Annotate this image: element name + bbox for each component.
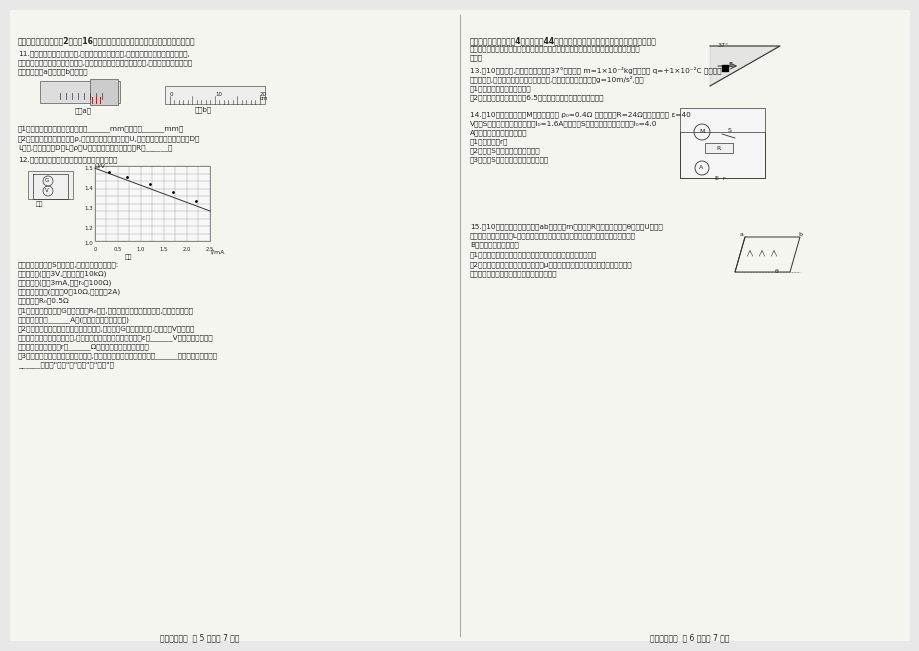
Text: S: S [727, 128, 732, 133]
Text: （1）该电场的电场强度大小；: （1）该电场的电场强度大小； [470, 85, 531, 92]
Text: 效数字），电源的内阻r＝______Ω（结果保留两位有效数字）: 效数字），电源的内阻r＝______Ω（结果保留两位有效数字） [18, 343, 150, 350]
Text: 使杆停止在导轨上，求电源的电动势的范围？: 使杆停止在导轨上，求电源的电动势的范围？ [470, 270, 557, 277]
Text: 1.0: 1.0 [137, 247, 145, 252]
Bar [28, 171, 73, 199]
Text: 1.5: 1.5 [160, 247, 168, 252]
Text: 0: 0 [93, 247, 96, 252]
Text: （3）开关S闭合时电动机输出的功率。: （3）开关S闭合时电动机输出的功率。 [470, 156, 549, 163]
Text: V: V [45, 188, 49, 193]
Text: 图甲: 图甲 [36, 201, 43, 206]
Text: cm: cm [260, 96, 268, 101]
Bar [90, 79, 118, 105]
Text: （2）若此段圆柱体的电阻为ρ,圆柱体两端之间的电压为U,圆柱体的直径和长度分别用D、: （2）若此段圆柱体的电阻为ρ,圆柱体两端之间的电压为U,圆柱体的直径和长度分别用… [18, 135, 200, 142]
Text: 二、实验题（本题每空2分，共16分，按要求在题中的横线上或接近目要求作答）。: 二、实验题（本题每空2分，共16分，按要求在题中的横线上或接近目要求作答）。 [18, 36, 196, 45]
Text: 高二物理试题  第 6 页（共 7 页）: 高二物理试题 第 6 页（共 7 页） [650, 633, 729, 642]
Text: （1）若导轨充电，电源电动势多大时能使导体杆静止在导轨上？: （1）若导轨充电，电源电动势多大时能使导体杆静止在导轨上？ [470, 251, 596, 258]
Text: A: A [698, 165, 702, 170]
Text: （2）开关S断开时电路输出功率；: （2）开关S断开时电路输出功率； [470, 147, 540, 154]
Text: 表对应的量程是______A。(结果保留一位有效数字): 表对应的量程是______A。(结果保留一位有效数字) [18, 316, 130, 323]
Text: 电流表：用(量程3mA,内阻r₀＝100Ω): 电流表：用(量程3mA,内阻r₀＝100Ω) [18, 279, 112, 286]
Text: A。（不计电流表内阻）求：: A。（不计电流表内阻）求： [470, 129, 527, 135]
Text: 2.0: 2.0 [183, 247, 191, 252]
Text: 用螺旋测微器测量该圆柱体的直径,用游标卡尺测量该圆柱体的长度,螺旋测微器和游标卡尺: 用螺旋测微器测量该圆柱体的直径,用游标卡尺测量该圆柱体的长度,螺旋测微器和游标卡… [18, 59, 193, 66]
Bar [704, 143, 732, 153]
Text: 滑动变阻器：用(阻值约0～10Ω,额定电流2A): 滑动变阻器：用(阻值约0～10Ω,额定电流2A) [18, 288, 121, 295]
Text: 1.4: 1.4 [85, 186, 93, 191]
Text: 位。）: 位。） [470, 54, 482, 61]
Text: 实验室除提供开关S和导线外,有以下器材可供选择:: 实验室除提供开关S和导线外,有以下器材可供选择: [18, 261, 119, 268]
Text: （2）若电场强度变为原来的6.5倍时，小物块运动的加速度大小。: （2）若电场强度变为原来的6.5倍时，小物块运动的加速度大小。 [470, 94, 604, 101]
Text: （2）若杆与导轨之间的动摩擦因数为μ，且不通电时导体不能静止在导轨上，则需: （2）若杆与导轨之间的动摩擦因数为μ，且不通电时导体不能静止在导轨上，则需 [470, 261, 632, 268]
Text: （2）该同学利用上述实验连接图测量数据,以电流表G读数为横坐标,以电压表V读数为纵: （2）该同学利用上述实验连接图测量数据,以电流表G读数为横坐标,以电压表V读数为… [18, 325, 195, 331]
Text: E: E [727, 62, 732, 68]
Text: 15.（10分）如图所示，导体杆ab的质量为m，电阻为R，放置与水平成θ角的倒U形的金: 15.（10分）如图所示，导体杆ab的质量为m，电阻为R，放置与水平成θ角的倒U… [470, 223, 662, 230]
Text: 2.5: 2.5 [206, 247, 214, 252]
Text: 1.2: 1.2 [85, 226, 93, 231]
Text: b: b [797, 232, 801, 237]
Bar [679, 108, 765, 178]
Text: 属导轨上。导轨间距为L，电阻不计，系统处于竖直向上的均强磁场中，磁感应强度为: 属导轨上。导轨间距为L，电阻不计，系统处于竖直向上的均强磁场中，磁感应强度为 [470, 232, 635, 239]
Text: a: a [739, 232, 743, 237]
Text: 图（b）: 图（b） [195, 106, 212, 113]
Text: 置于斜面上,当加上水平向右的均强电场时,该物体静静止在斜面上g=10m/s²,求：: 置于斜面上,当加上水平向右的均强电场时,该物体静静止在斜面上g=10m/s²,求… [470, 75, 644, 83]
Text: 0: 0 [170, 92, 174, 97]
Text: E  r: E r [714, 176, 725, 181]
Polygon shape [709, 46, 779, 86]
Text: 10: 10 [215, 92, 221, 97]
Text: I/mA: I/mA [210, 250, 224, 255]
Text: θ: θ [774, 269, 778, 274]
Text: 图（a）: 图（a） [75, 107, 92, 114]
Text: 37°: 37° [717, 43, 729, 48]
Text: （1）该同学将电流表G与定值电阻R₀串联,实验上是进行了电表的改装,则改装后的电流: （1）该同学将电流表G与定值电阻R₀串联,实验上是进行了电表的改装,则改装后的电… [18, 307, 194, 314]
Bar [95, 166, 210, 241]
Bar [165, 86, 265, 104]
Text: B，电池内阻不计，求：: B，电池内阻不计，求： [470, 241, 518, 247]
Text: M: M [698, 129, 704, 134]
Text: 电压表：用(量程3V,内阻大约为10kΩ): 电压表：用(量程3V,内阻大约为10kΩ) [18, 270, 108, 277]
Text: 定值电阻：R₀＝0.5Ω: 定值电阻：R₀＝0.5Ω [18, 297, 70, 303]
Text: （3）由于电压表内阻对电路造成影响,本实验电路测量得到的电动势将______真实的电动势，内阻: （3）由于电压表内阻对电路造成影响,本实验电路测量得到的电动势将______真实… [18, 352, 218, 359]
Text: ______（选填"偏大"，"不变"或"偏小"）: ______（选填"偏大"，"不变"或"偏小"） [18, 361, 114, 368]
Text: V。当S断开时，电流表的示数为I₀=1.6A，当开关S闭合时，电流表的示数为I₀=4.0: V。当S断开时，电流表的示数为I₀=1.6A，当开关S闭合时，电流表的示数为I₀… [470, 120, 657, 126]
Text: 14.（10分）如图所示，M为一线圈电阻 ρ₀=0.4Ω 的电动机，R=24Ω，电源电动势 ε=40: 14.（10分）如图所示，M为一线圈电阻 ρ₀=0.4Ω 的电动机，R=24Ω，… [470, 111, 690, 118]
Text: 1.5: 1.5 [85, 166, 93, 171]
Text: 1.3: 1.3 [85, 206, 93, 212]
Text: 算过程，只写出最后答案的，不能得分。有数值计算的题，答案中必须明确写出数值和单: 算过程，只写出最后答案的，不能得分。有数值计算的题，答案中必须明确写出数值和单 [470, 45, 640, 51]
Text: U/V: U/V [95, 163, 106, 168]
Text: 13.（10分）如图,光滑斜面倾斜角为37°，一质量 m=1×10⁻²kg，电荷量 q=+1×10⁻²C 的小物块: 13.（10分）如图,光滑斜面倾斜角为37°，一质量 m=1×10⁻²kg，电荷… [470, 66, 720, 74]
Text: 图乙: 图乙 [125, 254, 132, 260]
Text: 11.现有一合金制成的圆柱体,为测量该合金的电阻率,采用伏安法测该皮面之间的电阻,: 11.现有一合金制成的圆柱体,为测量该合金的电阻率,采用伏安法测该皮面之间的电阻… [18, 50, 189, 57]
Text: 坐标绘出了如图乙所示的图像,则由图像可求出电源的起始电动势ε～______V（结果保留三位有: 坐标绘出了如图乙所示的图像,则由图像可求出电源的起始电动势ε～______V（结… [18, 334, 213, 340]
Bar [40, 81, 119, 103]
Text: G: G [45, 178, 50, 183]
Text: 三、计算题（本题包括4个小题，共44分，要求写出必要的文字说明，方程式或重要的演: 三、计算题（本题包括4个小题，共44分，要求写出必要的文字说明，方程式或重要的演 [470, 36, 656, 45]
Text: 1.0: 1.0 [85, 241, 93, 246]
Text: 的示数如图（a）和图（b）所示。: 的示数如图（a）和图（b）所示。 [18, 68, 88, 75]
Text: L表示,则用测得的D、L、ρ、U表示的电阻率的表达式为R＝______。: L表示,则用测得的D、L、ρ、U表示的电阻率的表达式为R＝______。 [18, 144, 172, 151]
Text: 高二物理试题  第 5 页（共 7 页）: 高二物理试题 第 5 页（共 7 页） [160, 633, 240, 642]
Text: （1）由上图读得该圆柱体的直径为______mm，长度为______mm。: （1）由上图读得该圆柱体的直径为______mm，长度为______mm。 [18, 125, 184, 132]
Text: （1）电源内阻r；: （1）电源内阻r； [470, 138, 508, 145]
Text: 20: 20 [260, 92, 267, 97]
Text: R: R [715, 146, 720, 151]
Text: 0.5: 0.5 [114, 247, 122, 252]
Text: 12.某同学家量题一节干电池的电动势和内电阻。: 12.某同学家量题一节干电池的电动势和内电阻。 [18, 156, 118, 163]
